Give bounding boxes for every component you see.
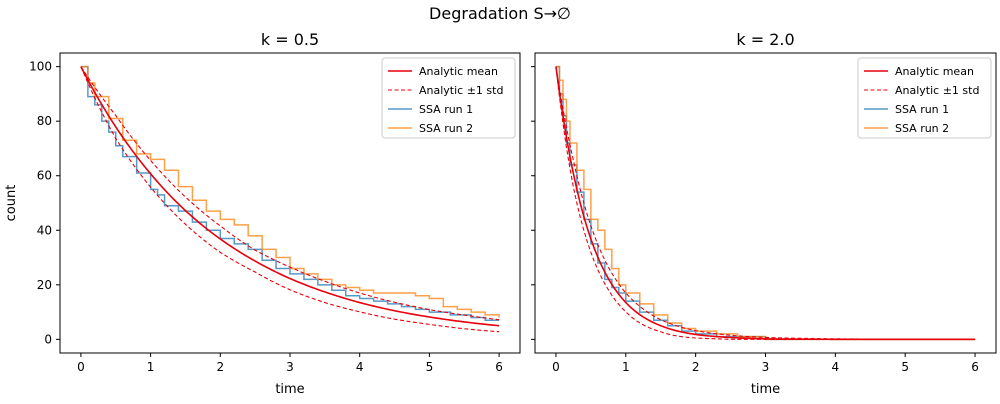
legend-label: SSA run 1 — [895, 103, 949, 116]
ssa-run-2-line — [555, 65, 976, 341]
y-tick-label: 60 — [37, 169, 52, 183]
y-tick-label: 100 — [29, 60, 52, 74]
x-tick-label: 4 — [832, 360, 840, 374]
legend-label: Analytic mean — [895, 65, 974, 78]
x-tick-label: 0 — [77, 360, 85, 374]
legend-label: SSA run 2 — [895, 122, 949, 135]
ssa-run-2-line — [80, 65, 500, 318]
legend-label: Analytic mean — [419, 65, 498, 78]
analytic-std-lower-line — [80, 66, 500, 333]
x-axis-label: time — [751, 382, 780, 397]
y-axis-label: count — [4, 185, 19, 222]
x-tick-label: 6 — [971, 360, 979, 374]
analytic-mean-line — [555, 66, 976, 341]
ssa-run-1-line — [80, 65, 500, 322]
legend-box — [381, 57, 516, 139]
legend-label: SSA run 1 — [419, 103, 473, 116]
left-subplot: k = 0.50 1 2 3 4 5 6020406080100timecountAnaly… — [4, 30, 521, 397]
y-tick-label: 20 — [37, 278, 52, 292]
figure-suptitle: Degradation S→∅ — [429, 4, 571, 23]
subplot-title: k = 2.0 — [736, 30, 794, 49]
x-tick-label: 5 — [901, 360, 909, 374]
analytic-mean-line — [80, 66, 500, 327]
legend-label: SSA run 2 — [419, 122, 473, 135]
legend-box — [857, 57, 992, 139]
x-tick-label: 6 — [495, 360, 503, 374]
series-group — [555, 65, 976, 341]
x-tick-label: 5 — [426, 360, 434, 374]
x-tick-label: 1 — [147, 360, 155, 374]
ssa-run-1-line — [555, 65, 976, 341]
x-tick-label: 1 — [622, 360, 630, 374]
x-tick-label: 2 — [216, 360, 224, 374]
legend-label: Analytic ±1 std — [895, 84, 979, 97]
y-tick-label: 80 — [37, 114, 52, 128]
x-tick-label: 4 — [356, 360, 364, 374]
analytic-std-upper-line — [80, 66, 500, 321]
x-axis-label: time — [275, 382, 304, 397]
x-tick-label: 3 — [286, 360, 294, 374]
legend: Analytic mean Analytic ±1 std SSA run 1 SSA… — [381, 57, 516, 139]
series-group — [80, 65, 500, 333]
x-tick-label: 2 — [692, 360, 700, 374]
x-tick-label: 3 — [762, 360, 770, 374]
x-tick-label: 0 — [552, 360, 560, 374]
subplot-title: k = 0.5 — [261, 30, 319, 49]
y-tick-label: 40 — [37, 223, 52, 237]
legend: Analytic mean Analytic ±1 std SSA run 1 SSA… — [857, 57, 992, 139]
legend-label: Analytic ±1 std — [419, 84, 503, 97]
y-tick-label: 0 — [44, 332, 52, 346]
